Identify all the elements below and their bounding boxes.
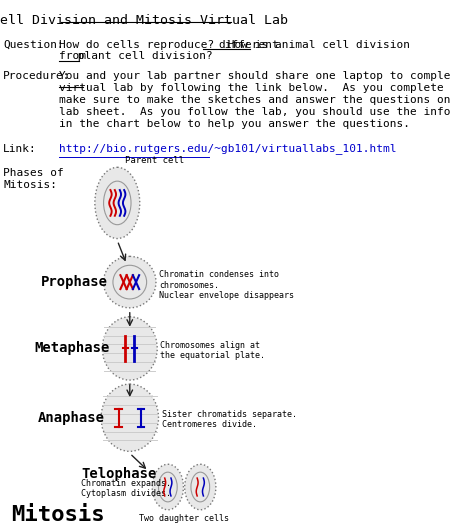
Text: Two daughter cells: Two daughter cells	[139, 514, 229, 523]
Text: Chromatin condenses into
chromosomes.
Nuclear envelope disappears: Chromatin condenses into chromosomes. Nu…	[159, 270, 294, 300]
Text: plant cell division?: plant cell division?	[71, 51, 213, 61]
Ellipse shape	[152, 464, 184, 510]
Text: virtual lab by following the link below.  As you complete the lab,: virtual lab by following the link below.…	[59, 83, 451, 93]
Text: Metaphase: Metaphase	[34, 341, 110, 355]
Text: Telophase: Telophase	[81, 467, 156, 481]
Text: How do cells reproduce?  How is animal cell division: How do cells reproduce? How is animal ce…	[59, 40, 417, 50]
Text: lab sheet.  As you follow the lab, you should use the information: lab sheet. As you follow the lab, you sh…	[59, 107, 451, 117]
Ellipse shape	[185, 464, 216, 510]
Text: Link:: Link:	[3, 143, 37, 153]
Text: Question:: Question:	[3, 40, 64, 50]
Text: You and your lab partner should share one laptop to complete the: You and your lab partner should share on…	[59, 71, 451, 81]
Text: Procedure:: Procedure:	[3, 71, 71, 81]
Ellipse shape	[102, 317, 157, 380]
Text: Parent cell: Parent cell	[125, 156, 184, 165]
Text: Phases of
Mitosis:: Phases of Mitosis:	[3, 168, 64, 190]
Text: Prophase: Prophase	[41, 275, 107, 289]
Text: http://bio.rutgers.edu/~gb101/virtuallabs_101.html: http://bio.rutgers.edu/~gb101/virtuallab…	[59, 143, 397, 154]
Text: make sure to make the sketches and answer the questions on this: make sure to make the sketches and answe…	[59, 95, 451, 105]
Text: different: different	[219, 40, 280, 50]
Text: from: from	[59, 51, 86, 61]
Ellipse shape	[95, 167, 140, 239]
Text: Chromosomes align at
the equatorial plate.: Chromosomes align at the equatorial plat…	[161, 341, 265, 360]
Text: Anaphase: Anaphase	[37, 411, 105, 425]
Text: Cell Division and Mitosis Virtual Lab: Cell Division and Mitosis Virtual Lab	[0, 14, 288, 27]
Ellipse shape	[101, 384, 158, 451]
Ellipse shape	[104, 257, 156, 308]
Text: Sister chromatids separate.
Centromeres divide.: Sister chromatids separate. Centromeres …	[161, 410, 297, 429]
Text: Mitosis: Mitosis	[11, 505, 105, 525]
Text: in the chart below to help you answer the questions.: in the chart below to help you answer th…	[59, 119, 410, 129]
Text: Chromatin expands.
Cytoplasm divides.: Chromatin expands. Cytoplasm divides.	[81, 479, 171, 498]
